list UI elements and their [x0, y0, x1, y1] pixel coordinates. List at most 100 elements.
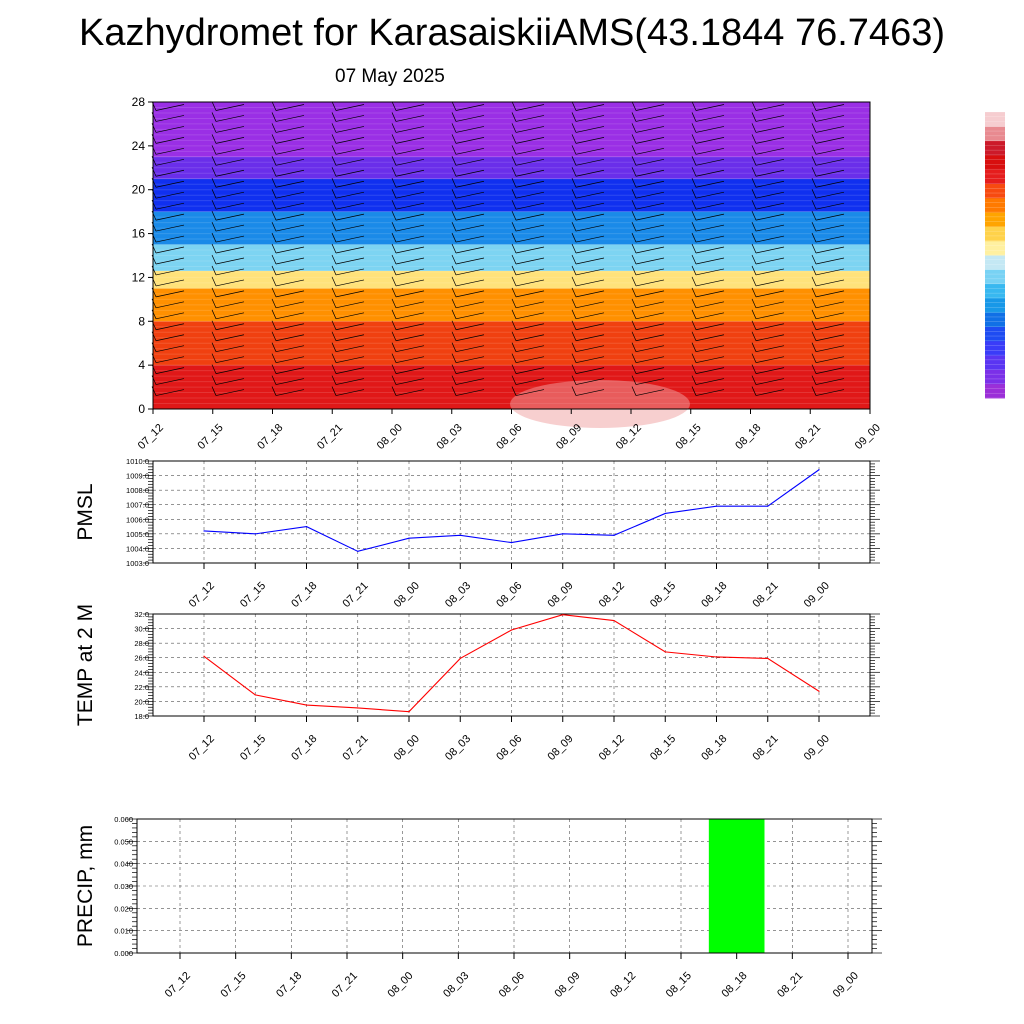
wind-barb: [335, 180, 365, 188]
wind-barb: [391, 386, 397, 396]
wind-barb: [331, 221, 337, 232]
wind-barb: [751, 287, 757, 298]
wind-barb: [331, 353, 337, 363]
wind-barb: [211, 134, 217, 144]
wind-barb: [635, 191, 665, 199]
wind-barb: [511, 123, 517, 133]
wind-barb: [215, 104, 245, 111]
wind-barb: [811, 265, 817, 276]
wind-barb: [695, 312, 725, 320]
wind-barb: [815, 104, 845, 111]
wind-barb: [575, 323, 605, 331]
wind-barb: [815, 235, 845, 243]
wind-barb: [451, 320, 457, 330]
wind-barb: [631, 254, 637, 265]
wind-barb: [691, 265, 697, 276]
data-point: [767, 657, 769, 660]
wind-barb: [755, 345, 785, 353]
wind-barb: [635, 378, 665, 385]
wind-barb: [571, 353, 577, 363]
wind-barb: [811, 134, 817, 144]
wind-barb: [271, 265, 277, 276]
wind-barb: [451, 298, 457, 308]
wind-barb: [331, 276, 337, 287]
x-tick-label: 07_21: [341, 580, 371, 610]
wind-barb: [395, 257, 425, 265]
wind-barb: [271, 243, 277, 254]
wind-barb: [575, 147, 605, 155]
wind-barb: [271, 309, 277, 319]
wind-barb: [811, 112, 817, 122]
y-tick-label: 1006.0: [126, 515, 149, 524]
wind-barb: [691, 167, 697, 177]
x-tick-label: 08_12: [597, 580, 627, 610]
wind-barb: [455, 268, 485, 276]
wind-barb: [395, 279, 425, 287]
y-tick-label: 0.040: [114, 860, 133, 869]
colorbar-swatch: [985, 183, 1005, 199]
wind-barb: [695, 356, 725, 364]
x-tick-label: 07_12: [136, 422, 166, 452]
wind-barb: [511, 331, 517, 341]
colorbar-swatch: [985, 126, 1005, 142]
wind-barb: [515, 378, 545, 385]
wind-barb: [451, 210, 457, 221]
wind-barb: [391, 320, 397, 330]
wind-barb: [511, 101, 517, 111]
wind-barb: [691, 375, 697, 385]
wind-barb: [155, 345, 185, 353]
wind-barb: [275, 224, 305, 232]
wind-barb: [151, 232, 157, 243]
wind-barb: [691, 189, 697, 199]
wind-barb: [755, 378, 785, 385]
wind-barb: [271, 287, 277, 298]
wind-barb: [635, 169, 665, 177]
wind-barb: [455, 137, 485, 144]
wind-barb: [211, 353, 217, 363]
wind-barb: [571, 287, 577, 298]
wind-barb: [151, 276, 157, 287]
wind-barb: [151, 375, 157, 385]
wind-barb: [691, 134, 697, 144]
x-tick-label: 08_15: [648, 733, 678, 763]
wind-barb: [635, 235, 665, 243]
wind-barb: [691, 353, 697, 363]
x-tick-label: 08_06: [494, 733, 524, 763]
wind-barb: [571, 210, 577, 221]
wind-barb: [275, 235, 305, 243]
wind-barb: [335, 378, 365, 385]
wind-barb: [811, 298, 817, 308]
wind-barb: [151, 167, 157, 177]
wind-barb: [451, 178, 457, 188]
wind-barb: [455, 126, 485, 133]
wind-barb: [695, 137, 725, 144]
wind-barb: [635, 180, 665, 188]
wind-barb: [211, 156, 217, 166]
y-tick-label: 4: [138, 358, 145, 372]
wind-barb: [575, 389, 605, 396]
wind-barb: [631, 210, 637, 221]
wind-barb: [695, 224, 725, 232]
wind-barb: [751, 200, 757, 210]
wind-barb: [271, 386, 277, 396]
wind-barb: [211, 342, 217, 352]
x-tick-label: 08_09: [546, 580, 576, 610]
warm-core: [510, 380, 690, 428]
wind-barb: [815, 367, 845, 374]
wind-barb: [331, 342, 337, 352]
wind-barb: [455, 290, 485, 298]
wind-barb: [151, 123, 157, 133]
wind-barb: [571, 156, 577, 166]
data-point: [305, 704, 308, 706]
wind-barb: [275, 246, 305, 254]
wind-barb: [511, 243, 517, 254]
wind-barb: [575, 257, 605, 265]
wind-barb: [335, 213, 365, 221]
data-point: [203, 655, 205, 657]
wind-barb: [271, 331, 277, 341]
wind-barb: [635, 279, 665, 287]
wind-barb: [691, 298, 697, 308]
heatmap-band: [153, 102, 870, 157]
wind-barb: [815, 180, 845, 188]
